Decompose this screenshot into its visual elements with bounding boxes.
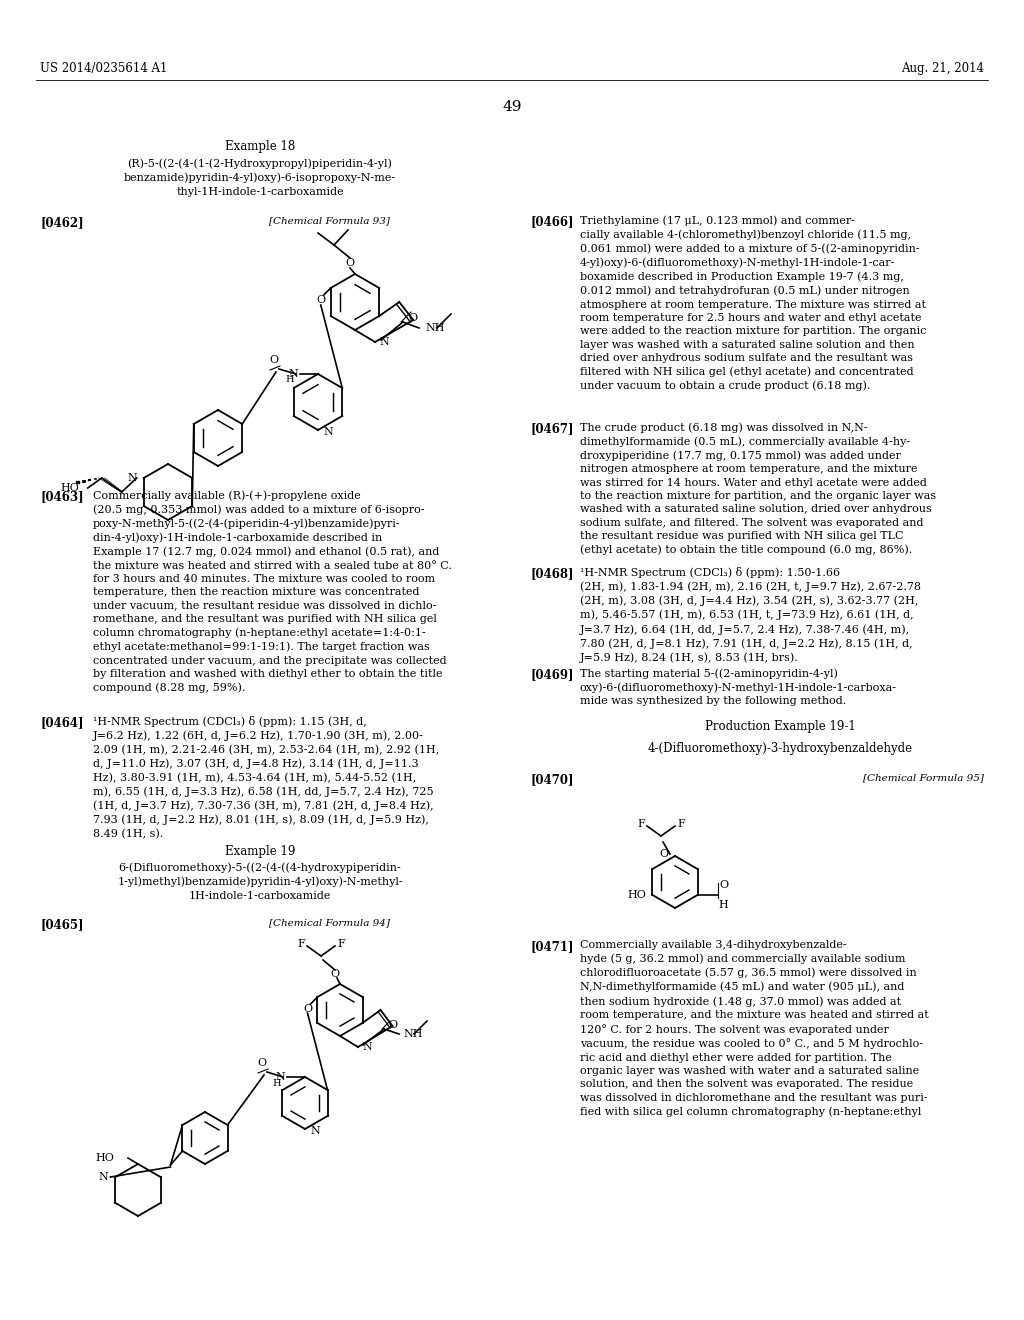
Text: [0467]: [0467] bbox=[530, 422, 573, 436]
Text: [0466]: [0466] bbox=[530, 215, 573, 228]
Text: The crude product (6.18 mg) was dissolved in N,N-
dimethylformamide (0.5 mL), co: The crude product (6.18 mg) was dissolve… bbox=[580, 422, 936, 556]
Text: O: O bbox=[303, 1005, 312, 1014]
Text: HO: HO bbox=[628, 890, 646, 900]
Text: 49: 49 bbox=[502, 100, 522, 114]
Text: The starting material 5-((2-aminopyridin-4-yl)
oxy)-6-(difluoromethoxy)-N-methyl: The starting material 5-((2-aminopyridin… bbox=[580, 668, 897, 706]
Text: [0463]: [0463] bbox=[40, 490, 84, 503]
Text: [0468]: [0468] bbox=[530, 568, 573, 579]
Text: [0469]: [0469] bbox=[530, 668, 573, 681]
Text: Triethylamine (17 μL, 0.123 mmol) and commer-
cially available 4-(chloromethyl)b: Triethylamine (17 μL, 0.123 mmol) and co… bbox=[580, 215, 927, 392]
Text: [0465]: [0465] bbox=[40, 917, 84, 931]
Text: H: H bbox=[286, 375, 294, 384]
Text: O: O bbox=[388, 1020, 397, 1030]
Text: F: F bbox=[337, 939, 345, 949]
Text: N: N bbox=[98, 1172, 109, 1181]
Text: HO: HO bbox=[60, 483, 80, 492]
Text: ¹H-NMR Spectrum (CDCl₃) δ (ppm): 1.15 (3H, d,
J=6.2 Hz), 1.22 (6H, d, J=6.2 Hz),: ¹H-NMR Spectrum (CDCl₃) δ (ppm): 1.15 (3… bbox=[93, 715, 439, 840]
Text: ¹H-NMR Spectrum (CDCl₃) δ (ppm): 1.50-1.66
(2H, m), 1.83-1.94 (2H, m), 2.16 (2H,: ¹H-NMR Spectrum (CDCl₃) δ (ppm): 1.50-1.… bbox=[580, 568, 921, 663]
Text: N: N bbox=[323, 426, 333, 437]
Text: Aug. 21, 2014: Aug. 21, 2014 bbox=[901, 62, 984, 75]
Text: Example 19: Example 19 bbox=[225, 845, 295, 858]
Text: Commercially available (R)-(+)-propylene oxide
(20.5 mg, 0.353 mmol) was added t: Commercially available (R)-(+)-propylene… bbox=[93, 490, 452, 693]
Text: O: O bbox=[719, 880, 728, 890]
Text: NH: NH bbox=[403, 1030, 423, 1039]
Text: O: O bbox=[408, 313, 417, 323]
Text: NH: NH bbox=[425, 323, 444, 333]
Text: O: O bbox=[659, 849, 669, 859]
Text: O: O bbox=[345, 257, 354, 268]
Text: N: N bbox=[275, 1072, 285, 1082]
Text: Production Example 19-1: Production Example 19-1 bbox=[705, 719, 855, 733]
Text: 6-(Difluoromethoxy)-5-((2-(4-((4-hydroxypiperidin-
1-yl)methyl)benzamide)pyridin: 6-(Difluoromethoxy)-5-((2-(4-((4-hydroxy… bbox=[117, 862, 402, 902]
Text: [0464]: [0464] bbox=[40, 715, 84, 729]
Text: [Chemical Formula 93]: [Chemical Formula 93] bbox=[269, 216, 390, 224]
Text: O: O bbox=[257, 1059, 266, 1068]
Text: F: F bbox=[677, 818, 685, 829]
Text: Commercially available 3,4-dihydroxybenzalde-
hyde (5 g, 36.2 mmol) and commerci: Commercially available 3,4-dihydroxybenz… bbox=[580, 940, 929, 1117]
Text: [Chemical Formula 95]: [Chemical Formula 95] bbox=[863, 774, 984, 781]
Text: N: N bbox=[127, 473, 137, 483]
Text: N: N bbox=[288, 370, 298, 379]
Text: [0471]: [0471] bbox=[530, 940, 573, 953]
Text: (R)-5-((2-(4-(1-(2-Hydroxypropyl)piperidin-4-yl)
benzamide)pyridin-4-yl)oxy)-6-i: (R)-5-((2-(4-(1-(2-Hydroxypropyl)piperid… bbox=[124, 158, 396, 198]
Text: H: H bbox=[272, 1078, 282, 1088]
Text: F: F bbox=[637, 818, 645, 829]
Text: F: F bbox=[297, 939, 305, 949]
Text: [0470]: [0470] bbox=[530, 774, 573, 785]
Text: N: N bbox=[362, 1041, 372, 1052]
Text: [0462]: [0462] bbox=[40, 216, 84, 228]
Text: O: O bbox=[331, 969, 340, 979]
Text: US 2014/0235614 A1: US 2014/0235614 A1 bbox=[40, 62, 167, 75]
Text: N: N bbox=[310, 1126, 319, 1137]
Text: HO: HO bbox=[95, 1152, 114, 1163]
Text: 4-(Difluoromethoxy)-3-hydroxybenzaldehyde: 4-(Difluoromethoxy)-3-hydroxybenzaldehyd… bbox=[647, 742, 912, 755]
Text: O: O bbox=[316, 294, 326, 305]
Text: Example 18: Example 18 bbox=[225, 140, 295, 153]
Text: O: O bbox=[269, 355, 279, 366]
Text: H: H bbox=[719, 900, 728, 909]
Text: N: N bbox=[379, 337, 389, 347]
Text: [Chemical Formula 94]: [Chemical Formula 94] bbox=[269, 917, 390, 927]
